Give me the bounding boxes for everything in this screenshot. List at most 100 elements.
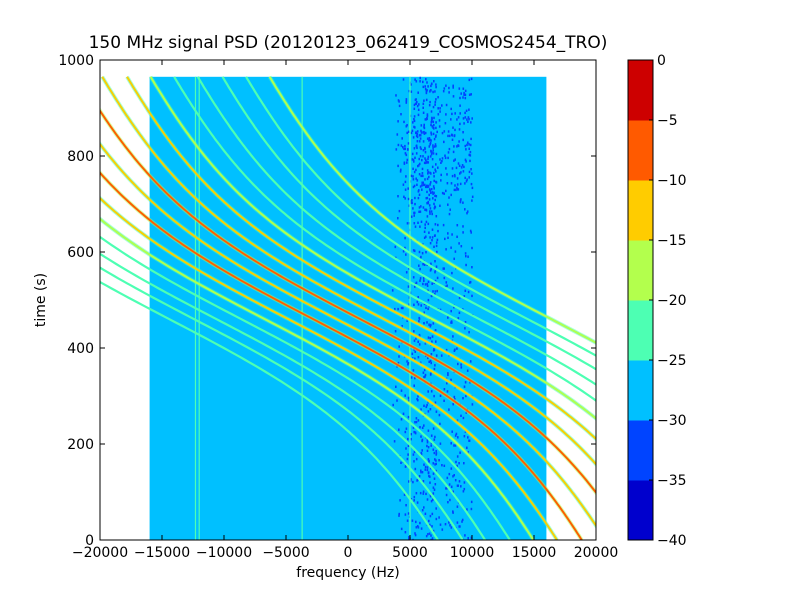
signal-trace — [221, 76, 596, 371]
noise-speck — [464, 534, 466, 537]
noise-speck — [407, 512, 410, 515]
noise-speck — [422, 371, 425, 374]
noise-speck — [429, 100, 431, 104]
noise-speck — [407, 142, 410, 145]
noise-speck — [421, 509, 424, 512]
noise-speck — [430, 294, 433, 297]
noise-speck — [443, 399, 445, 402]
noise-speck — [435, 144, 437, 148]
noise-speck — [448, 91, 450, 94]
noise-speck — [433, 367, 436, 371]
noise-speck — [417, 340, 419, 343]
noise-speck — [417, 91, 419, 94]
noise-speck — [450, 321, 452, 324]
noise-speck — [468, 78, 471, 82]
noise-speck — [412, 207, 414, 210]
noise-speck — [434, 168, 436, 171]
noise-speck — [437, 223, 439, 227]
noise-speck — [460, 245, 463, 248]
noise-speck — [420, 124, 423, 127]
x-tick-label: 10000 — [450, 545, 495, 561]
noise-speck — [423, 161, 426, 165]
noise-speck — [470, 77, 473, 81]
noise-speck — [433, 123, 435, 127]
noise-speck — [425, 534, 428, 538]
noise-speck — [467, 141, 469, 144]
noise-speck — [396, 399, 398, 402]
noise-speck — [414, 350, 416, 353]
noise-speck — [430, 84, 432, 88]
noise-speck — [424, 146, 426, 150]
noise-speck — [404, 394, 406, 397]
noise-speck — [402, 316, 404, 319]
noise-speck — [434, 458, 436, 461]
noise-speck — [438, 516, 440, 519]
noise-speck — [435, 152, 438, 156]
noise-speck — [441, 191, 444, 195]
noise-speck — [419, 267, 421, 271]
noise-speck — [408, 399, 410, 402]
noise-speck — [411, 352, 414, 355]
noise-speck — [436, 276, 439, 280]
noise-speck — [430, 110, 433, 113]
noise-speck — [435, 507, 437, 510]
noise-speck — [418, 320, 420, 323]
noise-speck — [426, 215, 429, 218]
noise-speck — [412, 453, 415, 456]
noise-speck — [448, 134, 451, 138]
noise-speck — [398, 512, 400, 516]
noise-speck — [397, 307, 399, 311]
noise-speck — [417, 190, 420, 193]
noise-speck — [421, 252, 424, 255]
noise-speck — [437, 113, 440, 116]
noise-speck — [429, 141, 432, 145]
noise-speck — [425, 235, 427, 238]
noise-speck — [410, 90, 413, 93]
noise-speck — [447, 203, 449, 206]
noise-speck — [413, 384, 415, 387]
x-tick-label: 15000 — [512, 545, 557, 561]
noise-speck — [429, 514, 432, 518]
noise-speck — [416, 478, 419, 482]
noise-speck — [413, 170, 416, 174]
noise-speck — [447, 236, 449, 239]
noise-speck — [468, 117, 470, 121]
noise-speck — [431, 165, 434, 169]
noise-speck — [406, 161, 408, 164]
noise-speck — [468, 108, 470, 111]
noise-speck — [420, 469, 422, 472]
noise-speck — [415, 152, 418, 155]
noise-speck — [409, 200, 412, 203]
noise-speck — [407, 415, 410, 419]
noise-speck — [468, 93, 471, 96]
noise-speck — [458, 87, 461, 90]
noise-speck — [433, 116, 435, 120]
noise-speck — [450, 246, 452, 249]
noise-speck — [426, 202, 428, 205]
signal-trace-core — [100, 142, 596, 528]
noise-speck — [426, 438, 429, 441]
colorbar-tick-label: −35 — [657, 473, 687, 489]
noise-speck — [423, 404, 425, 407]
noise-speck — [453, 145, 455, 148]
noise-speck — [460, 414, 462, 417]
noise-speck — [419, 80, 421, 83]
noise-speck — [429, 207, 432, 210]
noise-speck — [424, 183, 426, 187]
noise-speck — [435, 98, 437, 101]
noise-speck — [452, 95, 455, 98]
noise-speck — [412, 175, 414, 178]
noise-speck — [432, 472, 435, 475]
noise-speck — [430, 353, 433, 356]
noise-speck — [427, 172, 429, 175]
noise-speck — [435, 180, 437, 184]
noise-speck — [453, 257, 455, 260]
noise-speck — [414, 156, 416, 159]
noise-speck — [435, 265, 438, 268]
noise-speck — [454, 479, 457, 482]
noise-speck — [461, 164, 464, 167]
noise-speck — [450, 378, 452, 382]
noise-speck — [422, 490, 425, 493]
noise-speck — [404, 430, 407, 434]
